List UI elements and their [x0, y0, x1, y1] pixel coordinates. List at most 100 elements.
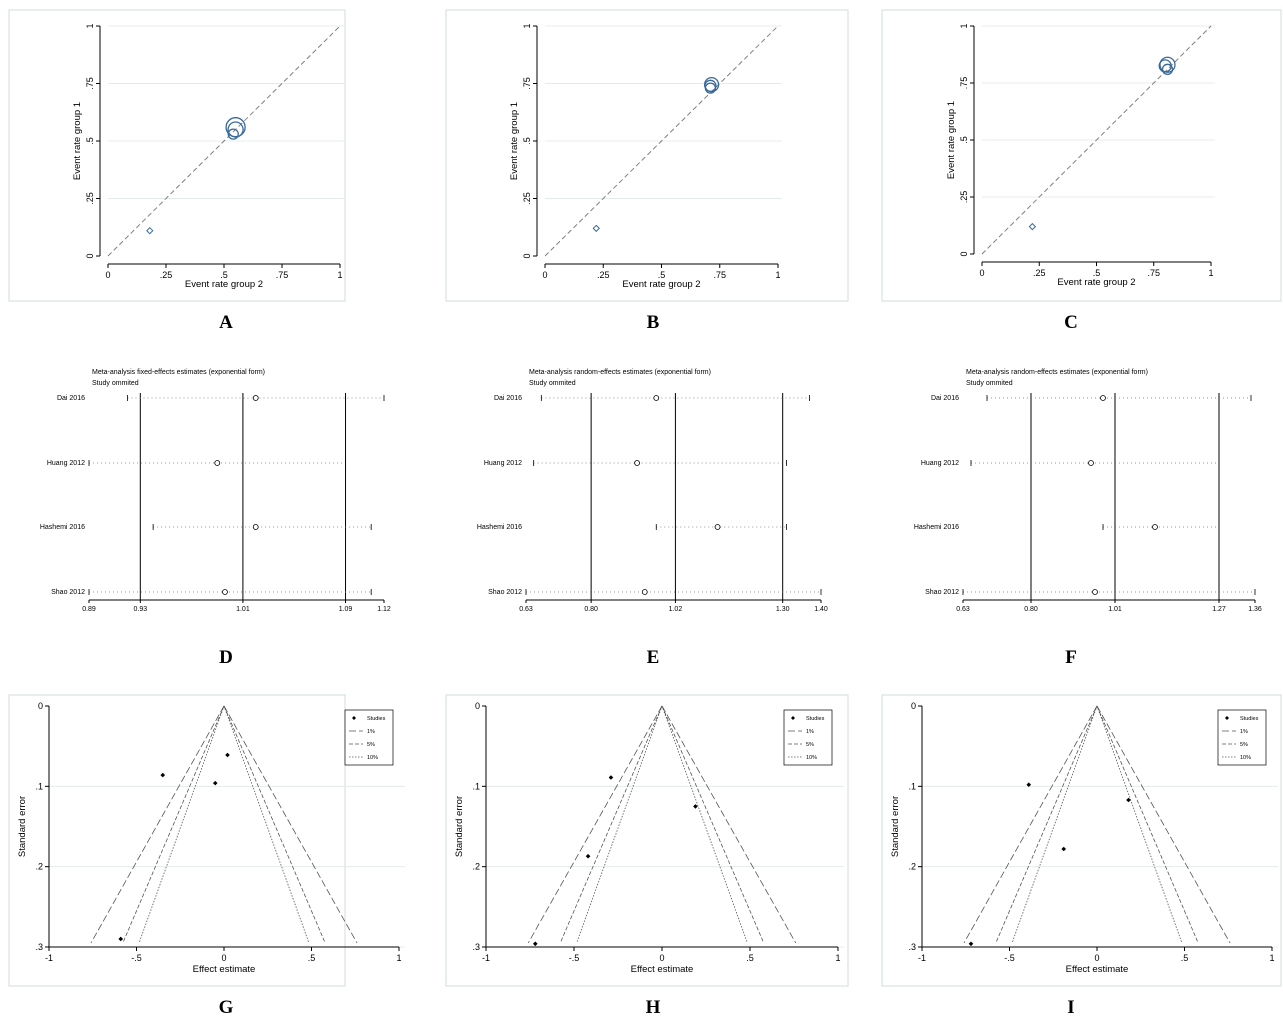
reference-line: [107, 25, 341, 257]
data-point-diamond: [146, 226, 154, 235]
x-tick-label: -.5: [1004, 953, 1015, 963]
x-tick-label: 0: [105, 270, 110, 280]
study-label: Dai 2016: [494, 395, 522, 402]
panel-label: D: [219, 647, 233, 668]
panel-F: F Meta-analysis random-effects estimates …: [914, 369, 1262, 668]
y-tick-label: 0: [911, 701, 916, 711]
study-point: [585, 853, 591, 859]
data-point-diamond: [592, 224, 600, 233]
panel-label: H: [646, 997, 661, 1016]
estimate-point: [653, 395, 660, 401]
study-point: [532, 941, 538, 947]
y-tick-label: 0: [38, 701, 43, 711]
data-point-circle: [1161, 63, 1174, 75]
y-tick-label: .2: [472, 862, 480, 872]
estimate-point: [214, 460, 221, 466]
y-axis-title: Event rate group 1: [946, 101, 957, 179]
x-tick-label: 0.93: [133, 606, 147, 613]
x-tick-label: 0: [221, 953, 226, 963]
study-label: Dai 2016: [57, 395, 85, 402]
x-tick-label: 0: [1094, 953, 1099, 963]
legend-label: 10%: [806, 755, 817, 761]
x-tick-label: 0: [659, 953, 664, 963]
x-tick-label: -.5: [569, 953, 580, 963]
legend-label: Studies: [367, 716, 386, 722]
data-point-circle: [1158, 59, 1172, 73]
panel-E: E Meta-analysis random-effects estimates …: [477, 369, 828, 668]
contour-5pct: [1096, 705, 1199, 944]
x-tick-label: 1.27: [1212, 606, 1226, 613]
x-tick-label: 1: [835, 953, 840, 963]
study-point: [968, 941, 974, 947]
x-axis-title: Event rate group 2: [1057, 277, 1135, 288]
contour-5pct: [122, 705, 225, 944]
y-tick-label: .2: [35, 862, 43, 872]
legend-box: [1217, 709, 1267, 766]
panel-label: A: [219, 312, 233, 333]
x-tick-label: 1: [1208, 268, 1213, 278]
panel-G: G -1 -.5 0 .5 1 0 .1 .2 .3 Effect estimate Standard…: [8, 694, 405, 1016]
x-tick-label: .5: [746, 953, 754, 963]
legend-label: 1%: [367, 729, 375, 735]
y-tick-label: 0: [85, 253, 95, 258]
chart-subtitle: Study ommited: [529, 380, 576, 387]
panel-label: C: [1064, 312, 1078, 333]
y-tick-label: .75: [959, 77, 969, 90]
x-tick-label: 0.63: [956, 606, 970, 613]
x-tick-label: .5: [658, 270, 666, 280]
x-axis-title: Effect estimate: [193, 964, 256, 975]
study-point: [160, 772, 166, 778]
legend-label: 5%: [806, 742, 814, 748]
y-axis-title: Event rate group 1: [72, 102, 83, 180]
study-label: Huang 2012: [47, 460, 85, 467]
legend-box: [783, 709, 833, 766]
chart-title: Meta-analysis random-effects estimates (…: [529, 369, 711, 376]
legend-label: 1%: [1240, 729, 1248, 735]
legend-label: 10%: [367, 755, 378, 761]
study-label: Huang 2012: [921, 460, 959, 467]
data-point-circle: [1159, 56, 1176, 73]
legend-label: 5%: [1240, 742, 1248, 748]
contour-1pct: [963, 705, 1098, 944]
study-label: Hashemi 2016: [477, 524, 522, 531]
study-label: Shao 2012: [488, 589, 522, 596]
estimate-point: [252, 395, 259, 401]
y-tick-label: 1: [522, 23, 532, 28]
reference-line: [981, 25, 1212, 255]
data-point-diamond: [1028, 222, 1037, 231]
legend: Studies 1% 5% 10%: [1217, 709, 1267, 766]
chart-subtitle: Study ommited: [92, 380, 139, 387]
study-label: Shao 2012: [925, 589, 959, 596]
x-tick-label: -1: [45, 953, 53, 963]
x-tick-label: 0.89: [82, 606, 96, 613]
study-label: Huang 2012: [484, 460, 522, 467]
x-tick-label: .75: [713, 270, 726, 280]
x-axis-title: Event rate group 2: [622, 279, 700, 290]
legend-label: 10%: [1240, 755, 1251, 761]
y-tick-label: .75: [85, 77, 95, 90]
x-tick-label: -1: [482, 953, 490, 963]
x-tick-label: 1.09: [339, 606, 353, 613]
y-tick-label: 0: [475, 701, 480, 711]
x-tick-label: 1.02: [669, 606, 683, 613]
study-point: [608, 775, 614, 780]
y-axis-title: Standard error: [890, 796, 901, 857]
study-label: Hashemi 2016: [914, 524, 959, 531]
x-tick-label: 0: [542, 270, 547, 280]
panel-frame: [8, 9, 346, 302]
chart-title: Meta-analysis fixed-effects estimates (e…: [92, 369, 265, 376]
x-tick-label: 0.63: [519, 606, 533, 613]
x-tick-label: .25: [160, 270, 173, 280]
legend-marker: [791, 716, 795, 720]
x-tick-label: .5: [1181, 953, 1189, 963]
estimate-point: [634, 460, 641, 466]
estimate-point: [714, 524, 721, 530]
y-tick-label: .25: [522, 192, 532, 205]
study-point: [693, 804, 698, 809]
y-tick-label: .5: [959, 136, 969, 144]
y-tick-label: .1: [35, 781, 43, 791]
panel-D: D Meta-analysis fixed-effects estimates (…: [40, 369, 391, 668]
x-tick-label: 1.01: [236, 606, 250, 613]
panel-frame: [445, 9, 849, 302]
